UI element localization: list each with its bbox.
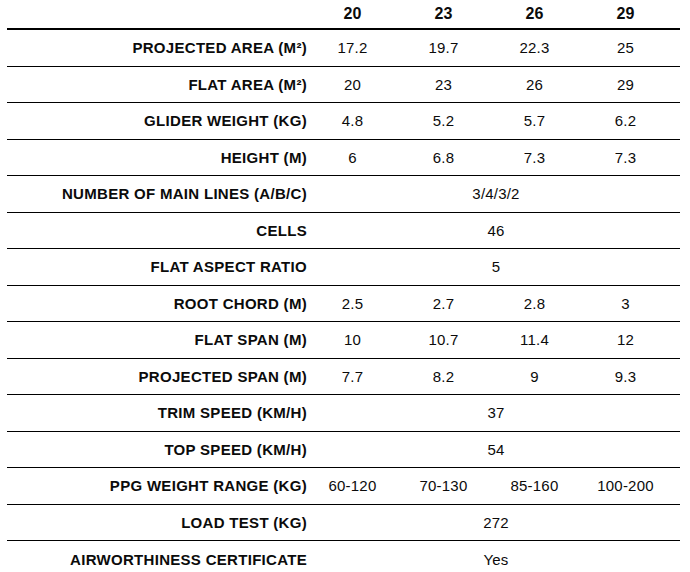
- column-header-size: 29: [580, 5, 671, 23]
- row-label: NUMBER OF MAIN LINES (A/B/C): [7, 185, 307, 202]
- cell-value: 2.7: [398, 295, 489, 312]
- cell-value-span: 272: [307, 514, 671, 531]
- table-row: TRIM SPEED (KM/H)37: [7, 395, 680, 432]
- column-header-size: 23: [398, 5, 489, 23]
- table-row: FLAT AREA (M²)20232629: [7, 67, 680, 104]
- cell-value: 5.2: [398, 112, 489, 129]
- cell-value: 29: [580, 76, 671, 93]
- cell-value: 60-120: [307, 477, 398, 494]
- cell-value-span: 54: [307, 441, 671, 458]
- size-header-row: 20 23 26 29: [7, 0, 680, 28]
- cell-value: 9: [489, 368, 580, 385]
- cell-value-span: 3/4/3/2: [307, 185, 671, 202]
- table-row: HEIGHT (M)66.87.37.3: [7, 140, 680, 177]
- cell-value: 2.5: [307, 295, 398, 312]
- cell-value: 22.3: [489, 39, 580, 56]
- row-label: ROOT CHORD (M): [7, 295, 307, 312]
- cell-value: 9.3: [580, 368, 671, 385]
- table-row: TOP SPEED (KM/H)54: [7, 432, 680, 469]
- table-row: FLAT SPAN (M)1010.711.412: [7, 322, 680, 359]
- row-label: FLAT SPAN (M): [7, 331, 307, 348]
- table-row: AIRWORTHINESS CERTIFICATEYes: [7, 541, 680, 572]
- table-row: NUMBER OF MAIN LINES (A/B/C)3/4/3/2: [7, 176, 680, 213]
- row-label: TOP SPEED (KM/H): [7, 441, 307, 458]
- cell-value: 2.8: [489, 295, 580, 312]
- column-header-size: 26: [489, 5, 580, 23]
- row-label: FLAT AREA (M²): [7, 76, 307, 93]
- spec-table: 20 23 26 29 PROJECTED AREA (M²)17.219.72…: [7, 0, 680, 572]
- table-row: PPG WEIGHT RANGE (KG)60-12070-13085-1601…: [7, 468, 680, 505]
- row-label: PROJECTED AREA (M²): [7, 39, 307, 56]
- cell-value: 4.8: [307, 112, 398, 129]
- table-row: CELLS46: [7, 213, 680, 250]
- cell-value: 7.7: [307, 368, 398, 385]
- cell-value: 12: [580, 331, 671, 348]
- cell-value: 6: [307, 149, 398, 166]
- cell-value: 25: [580, 39, 671, 56]
- table-row: GLIDER WEIGHT (KG)4.85.25.76.2: [7, 103, 680, 140]
- row-label: AIRWORTHINESS CERTIFICATE: [7, 551, 307, 568]
- cell-value: 100-200: [580, 477, 671, 494]
- table-row: LOAD TEST (KG)272: [7, 505, 680, 542]
- cell-value: 85-160: [489, 477, 580, 494]
- row-label: PROJECTED SPAN (M): [7, 368, 307, 385]
- cell-value: 10: [307, 331, 398, 348]
- cell-value: 70-130: [398, 477, 489, 494]
- cell-value: 8.2: [398, 368, 489, 385]
- table-row: PROJECTED AREA (M²)17.219.722.325: [7, 30, 680, 67]
- cell-value-span: 37: [307, 404, 671, 421]
- cell-value: 19.7: [398, 39, 489, 56]
- cell-value: 20: [307, 76, 398, 93]
- table-row: FLAT ASPECT RATIO5: [7, 249, 680, 286]
- cell-value: 6.8: [398, 149, 489, 166]
- column-header-size: 20: [307, 5, 398, 23]
- cell-value-span: Yes: [307, 551, 671, 568]
- cell-value: 10.7: [398, 331, 489, 348]
- spec-table-body: PROJECTED AREA (M²)17.219.722.325FLAT AR…: [7, 28, 680, 572]
- cell-value-span: 46: [307, 222, 671, 239]
- cell-value: 7.3: [580, 149, 671, 166]
- cell-value: 11.4: [489, 331, 580, 348]
- row-label: HEIGHT (M): [7, 149, 307, 166]
- table-row: PROJECTED SPAN (M)7.78.299.3: [7, 359, 680, 396]
- cell-value: 6.2: [580, 112, 671, 129]
- cell-value: 7.3: [489, 149, 580, 166]
- cell-value: 3: [580, 295, 671, 312]
- row-label: GLIDER WEIGHT (KG): [7, 112, 307, 129]
- cell-value: 5.7: [489, 112, 580, 129]
- table-row: ROOT CHORD (M)2.52.72.83: [7, 286, 680, 323]
- row-label: CELLS: [7, 222, 307, 239]
- cell-value: 23: [398, 76, 489, 93]
- row-label: LOAD TEST (KG): [7, 514, 307, 531]
- cell-value: 26: [489, 76, 580, 93]
- row-label: TRIM SPEED (KM/H): [7, 404, 307, 421]
- cell-value-span: 5: [307, 258, 671, 275]
- row-label: FLAT ASPECT RATIO: [7, 258, 307, 275]
- row-label: PPG WEIGHT RANGE (KG): [7, 477, 307, 494]
- cell-value: 17.2: [307, 39, 398, 56]
